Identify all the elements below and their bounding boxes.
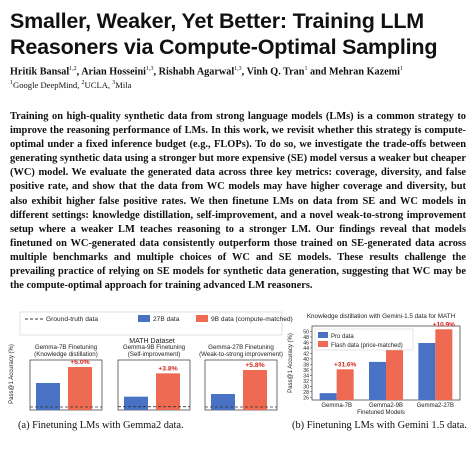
author-affiliation-mark: 1,3 <box>146 66 154 72</box>
title-line-1: Smaller, Weaker, Yet Better: Training LL… <box>10 9 424 33</box>
y-tick-label: 46 <box>303 340 309 346</box>
panel-frame <box>29 359 103 411</box>
affiliation-list: 1Google DeepMind, 2UCLA, 3Mila <box>10 80 132 90</box>
author-name: Rishabh Agarwal <box>158 66 235 78</box>
y-tick-label: 44 <box>303 346 309 352</box>
author-name: Vinh Q. Tran <box>246 66 305 78</box>
bar-pro-data <box>319 393 337 400</box>
legend-flash-swatch <box>318 341 328 347</box>
bar-27b-data <box>124 396 148 410</box>
y-tick-label: 50 <box>303 329 309 335</box>
x-tick-label: Gemma2-27B <box>417 403 454 409</box>
bar-flash-data <box>435 329 453 400</box>
bar-9b-data <box>156 373 180 410</box>
figure-b-caption: (b) Finetuning LMs with Gemini 1.5 data. <box>292 420 467 431</box>
figure-suptitle: MATH Dataset <box>129 338 174 345</box>
panel-title-line: (Knowledge distillation) <box>34 351 98 358</box>
bar-pro-data <box>418 342 436 400</box>
author-affiliation-mark: 1 <box>399 66 403 72</box>
right-y-axis-label: Pass@1 Accuracy (%) <box>288 333 294 393</box>
bar-27b-data <box>211 394 235 410</box>
bar-flash-data <box>336 369 354 400</box>
y-tick-label: 36 <box>303 368 309 374</box>
legend-9b-swatch <box>196 315 208 322</box>
affiliation-number: 3 <box>112 80 116 87</box>
gain-label: +6.0% <box>70 359 89 366</box>
right-legend-box <box>314 328 414 351</box>
y-tick-label: 38 <box>303 362 309 368</box>
bar-27b-data <box>36 383 60 410</box>
gain-label: +10.9% <box>433 321 455 328</box>
affiliation-name: Google DeepMind <box>13 80 78 90</box>
y-tick-label: 48 <box>303 335 309 341</box>
legend-9b-label: 9B data (compute-matched) <box>211 316 293 323</box>
author-list: Hritik Bansal1,2, Arian Hosseini1,3, Ris… <box>10 66 403 78</box>
panel-frame <box>117 359 191 411</box>
right-x-axis-label: Finetuned Models <box>357 410 405 416</box>
right-chart-title: Knowledge distillation with Gemini-1.5 d… <box>307 313 456 320</box>
gain-label: +5.8% <box>245 362 264 369</box>
affiliation-number: 1 <box>10 80 13 87</box>
left-y-axis-label: Pass@1 Accuracy (%) <box>9 344 15 404</box>
author-name: Arian Hosseini <box>81 66 146 78</box>
y-tick-label: 40 <box>303 357 309 363</box>
y-tick-label: 30 <box>303 384 309 390</box>
panel-frame <box>204 359 278 411</box>
panel-title-line: Gemma-7B Finetuning <box>35 344 98 351</box>
gain-label: +3.8% <box>158 365 177 372</box>
x-tick-label: Gemma2-9B <box>369 403 403 409</box>
panel-title-line: Gemma-9B Finetuning <box>123 344 186 351</box>
y-tick-label: 28 <box>303 390 309 396</box>
author-name: Mehran Kazemi <box>328 66 400 78</box>
y-tick-label: 34 <box>303 373 309 379</box>
title-line-2: Reasoners via Compute-Optimal Sampling <box>10 35 438 59</box>
author-affiliation-mark: 1,2 <box>69 66 77 72</box>
legend-ground-truth-label: Ground-truth data <box>46 316 98 323</box>
author-affiliation-mark: 1,3 <box>234 66 242 72</box>
gain-label: +31.6% <box>334 361 356 368</box>
bar-9b-data <box>243 370 267 410</box>
abstract: Training on high-quality synthetic data … <box>10 111 466 292</box>
panel-title-line: (Weak-to-strong improvement) <box>199 351 283 358</box>
y-tick-label: 42 <box>303 351 309 357</box>
affiliation-number: 2 <box>81 80 85 87</box>
y-tick-label: 32 <box>303 379 309 385</box>
affiliation-name: Mila <box>115 80 132 90</box>
legend-27b-swatch <box>138 315 150 322</box>
bar-pro-data <box>369 361 386 400</box>
author-affiliation-mark: 1 <box>304 66 308 72</box>
legend-box <box>19 311 283 336</box>
legend-flash-label: Flash data (price-matched) <box>331 343 403 349</box>
legend-pro-label: Pro data <box>331 334 354 340</box>
legend-pro-swatch <box>318 332 328 338</box>
panel-title-line: (Self-improvement) <box>128 351 181 358</box>
paper-title: Smaller, Weaker, Yet Better: Training LL… <box>10 8 470 60</box>
legend-27b-label: 27B data <box>153 316 180 323</box>
y-tick-label: 26 <box>303 395 309 401</box>
panel-title-line: Gemma-27B Finetuning <box>208 344 274 351</box>
figure-a-caption: (a) Finetuning LMs with Gemma2 data. <box>18 420 184 431</box>
bar-9b-data <box>68 367 92 410</box>
affiliation-name: UCLA <box>84 80 108 90</box>
bar-flash-data <box>386 346 403 400</box>
x-tick-label: Gemma-7B <box>321 403 352 409</box>
author-name: Hritik Bansal <box>10 66 70 78</box>
